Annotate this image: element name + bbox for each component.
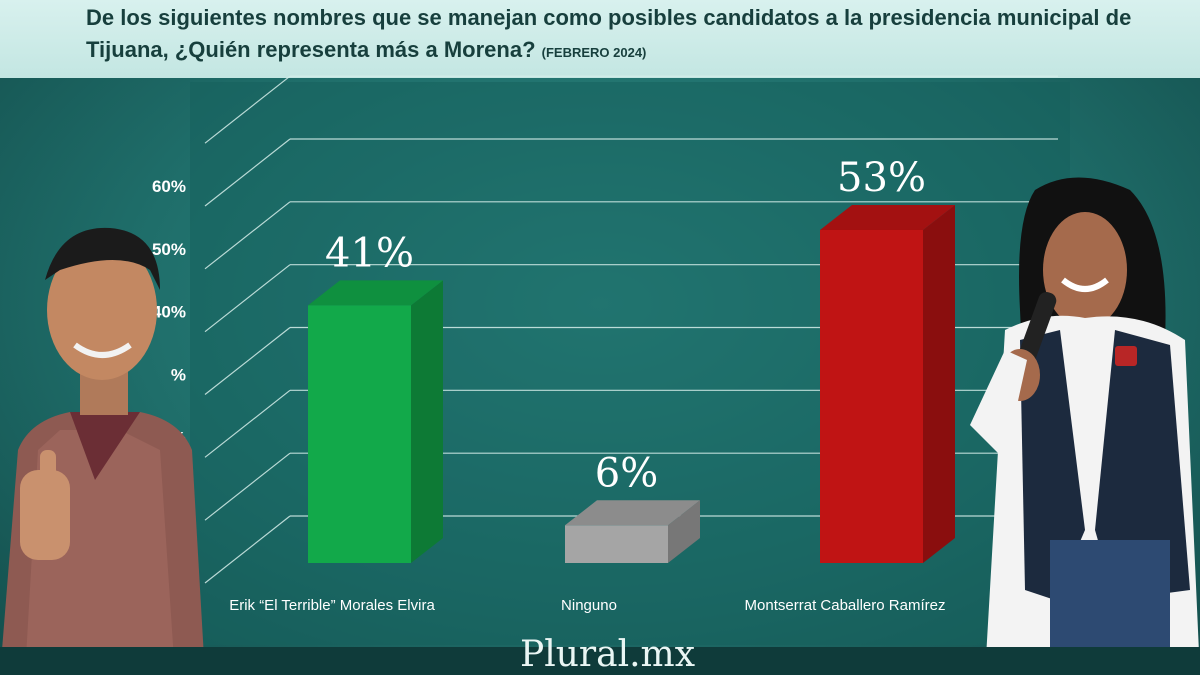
bar — [820, 229, 923, 563]
chart-date: (FEBRERO 2024) — [541, 45, 647, 60]
brand-logo: Plural.mx — [520, 634, 695, 675]
gridline-diagonal — [204, 515, 291, 584]
bar-side — [923, 204, 955, 563]
gridline-diagonal — [204, 327, 291, 395]
gridline-diagonal — [204, 452, 291, 521]
bar-top — [565, 500, 700, 526]
y-tick-label: 60% — [152, 177, 186, 196]
bar — [308, 305, 411, 563]
bar — [565, 525, 668, 563]
data-label: 41% — [325, 230, 414, 276]
chart-title: De los siguientes nombres que se manejan… — [86, 2, 1166, 69]
left-person-photo — [0, 227, 205, 675]
title-banner — [0, 0, 1200, 78]
bar-top — [820, 204, 955, 230]
footer-bar — [0, 647, 1200, 675]
chart-title-text: De los siguientes nombres que se manejan… — [86, 5, 1132, 62]
data-label: 6% — [595, 450, 658, 496]
x-category-label: Montserrat Caballero Ramírez — [745, 597, 946, 614]
x-category-label: Erik “El Terrible” Morales Elvira — [229, 597, 435, 614]
bar-side — [668, 500, 700, 563]
gridline-diagonal — [204, 201, 291, 270]
data-label: 53% — [837, 155, 926, 201]
bar-side — [411, 280, 443, 563]
y-tick-label: 40% — [152, 303, 186, 322]
right-person-photo — [970, 177, 1200, 675]
gridline-diagonal — [204, 389, 291, 458]
gridline-diagonal — [204, 264, 291, 333]
gridline-diagonal — [204, 138, 291, 207]
y-tick-label: 50% — [152, 240, 186, 259]
x-category-label: Ninguno — [561, 597, 617, 614]
gridline-diagonal — [204, 75, 291, 144]
y-tick-label: % — [171, 366, 186, 385]
bar-top — [308, 280, 443, 306]
